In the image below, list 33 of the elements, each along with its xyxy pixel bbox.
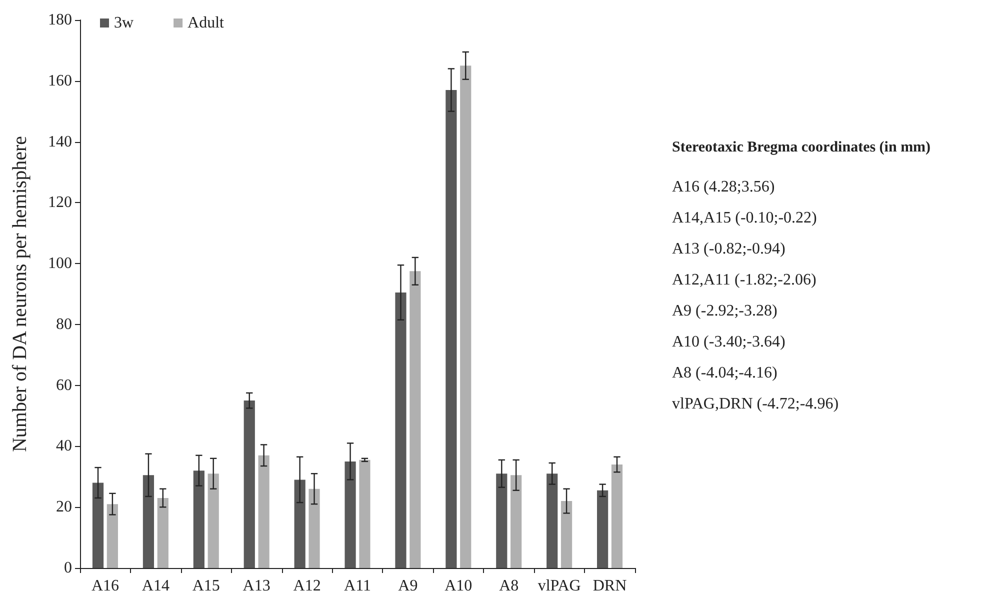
text: A13 (-0.82;-0.94) <box>672 240 786 258</box>
text: A9 (-2.92;-3.28) <box>672 302 778 320</box>
text: Stereotaxic Bregma coordinates (in mm) <box>672 140 931 156</box>
x-tick-label: A12 <box>293 578 321 594</box>
y-tick-label: 60 <box>56 376 72 394</box>
y-tick-label: 20 <box>56 498 72 516</box>
y-tick-label: 160 <box>48 72 72 90</box>
x-tick-label: A13 <box>242 578 270 594</box>
text: vlPAG,DRN (-4.72;-4.96) <box>672 396 839 412</box>
y-tick-label: 0 <box>64 560 72 576</box>
text: A14,A15 (-0.10;-0.22) <box>672 210 817 226</box>
legend-label: Adult <box>188 14 225 32</box>
y-tick-label: 180 <box>48 12 72 28</box>
y-tick-label: 140 <box>48 133 72 150</box>
x-tick-label: A16 <box>91 578 120 594</box>
x-tick-label: DRN <box>592 578 628 594</box>
y-tick-label: 120 <box>48 194 72 212</box>
x-tick-label: A9 <box>398 578 418 594</box>
x-tick-label: A15 <box>192 578 220 594</box>
text: A16 (4.28;3.56) <box>672 178 775 196</box>
x-tick-label: A8 <box>499 578 519 594</box>
x-tick-label: A11 <box>344 578 371 594</box>
text: A12,A11 (-1.82;-2.06) <box>672 272 816 288</box>
x-tick-label: A10 <box>444 578 472 594</box>
y-tick-label: 80 <box>56 316 72 333</box>
x-tick-label: vlPAG <box>538 578 582 594</box>
text: A8 (-4.04;-4.16) <box>672 364 778 382</box>
text: A10 (-3.40;-3.64) <box>672 334 786 350</box>
y-tick-label: 100 <box>48 255 72 272</box>
legend-label: 3w <box>114 14 134 32</box>
y-axis-title: Number of DA neurons per hemisphere <box>9 136 31 452</box>
x-tick-label: A14 <box>142 578 170 594</box>
y-tick-label: 40 <box>56 438 72 455</box>
